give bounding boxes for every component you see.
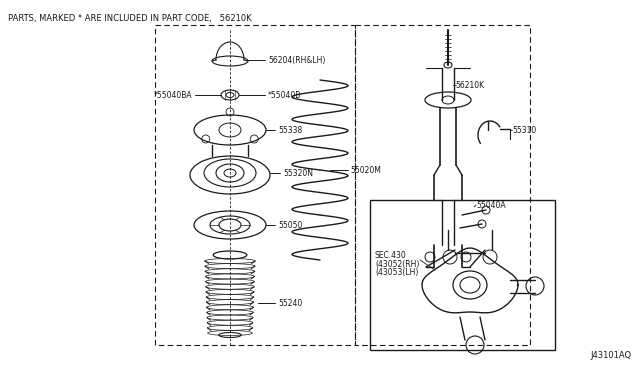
Text: J43101AQ: J43101AQ — [591, 351, 632, 360]
Bar — [370, 200, 555, 350]
Text: 55310: 55310 — [512, 125, 536, 135]
Text: 55050: 55050 — [278, 221, 302, 230]
Text: (43052(RH): (43052(RH) — [375, 260, 419, 269]
Text: (43053(LH): (43053(LH) — [375, 269, 419, 278]
Text: 55040A: 55040A — [476, 201, 506, 209]
Text: 55320N: 55320N — [283, 169, 313, 177]
Bar — [155, 25, 355, 345]
Text: 55338: 55338 — [278, 125, 302, 135]
Text: 55240: 55240 — [278, 298, 302, 308]
Text: SEC.430: SEC.430 — [375, 250, 407, 260]
Bar — [355, 25, 530, 345]
Text: *55040B: *55040B — [268, 90, 301, 99]
Text: 55020M: 55020M — [350, 166, 381, 174]
Text: 56204(RH&LH): 56204(RH&LH) — [268, 55, 325, 64]
Text: *55040BA: *55040BA — [154, 90, 192, 99]
Text: PARTS, MARKED * ARE INCLUDED IN PART CODE,   56210K: PARTS, MARKED * ARE INCLUDED IN PART COD… — [8, 14, 252, 23]
Text: 56210K: 56210K — [455, 80, 484, 90]
